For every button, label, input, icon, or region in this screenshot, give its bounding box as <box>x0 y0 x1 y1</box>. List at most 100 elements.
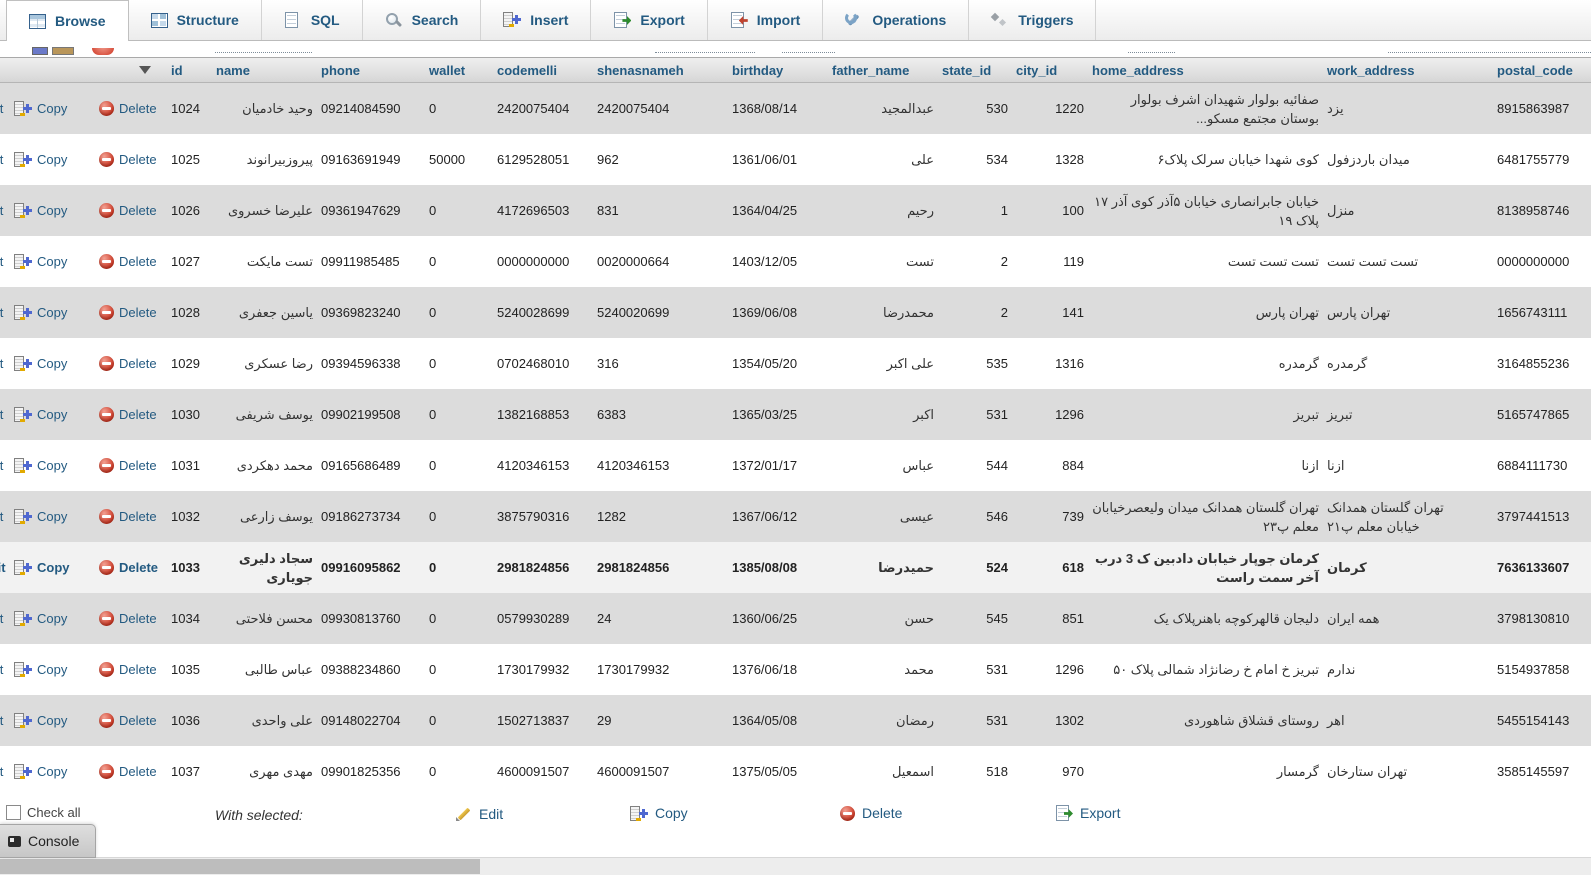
edit-link-label: Edit <box>0 356 4 371</box>
check-all-control[interactable]: Check all <box>6 805 80 820</box>
copy-link-label: Copy <box>37 254 68 269</box>
delete-row-link[interactable]: Delete <box>95 201 167 220</box>
console-button[interactable]: Console <box>0 824 96 858</box>
with-selected-edit-button[interactable]: Edit <box>455 805 503 822</box>
column-header-codemelli[interactable]: codemelli <box>497 62 557 78</box>
copy-row-link[interactable]: Copy <box>10 252 95 271</box>
delete-row-link[interactable]: Delete <box>95 99 167 118</box>
cell-postal_code: 5455154143 <box>1497 713 1570 728</box>
cell-father_name: عباس <box>902 458 934 473</box>
column-header-wallet[interactable]: wallet <box>429 62 466 78</box>
column-header-shenasnameh[interactable]: shenasnameh <box>597 62 684 78</box>
delete-row-link[interactable]: Delete <box>95 762 167 781</box>
edit-row-link-clipped[interactable]: Edit <box>0 558 10 577</box>
delete-row-link[interactable]: Delete <box>95 150 167 169</box>
copy-row-link[interactable]: Copy <box>10 354 95 373</box>
copy-row-link[interactable]: Copy <box>10 150 95 169</box>
cell-work_address: یزد <box>1327 101 1344 116</box>
tab-label: Export <box>640 12 685 28</box>
edit-row-link-clipped[interactable]: Edit <box>0 405 10 424</box>
tab-structure[interactable]: Structure <box>129 0 262 40</box>
column-header-city_id[interactable]: city_id <box>1016 62 1058 78</box>
cell-state_id: 518 <box>986 764 1008 779</box>
cell-state_id: 524 <box>986 560 1008 575</box>
cell-postal_code: 6884111730 <box>1497 458 1568 473</box>
column-header-name[interactable]: name <box>216 62 250 78</box>
column-header-work_address[interactable]: work_address <box>1327 62 1415 78</box>
horizontal-scrollbar[interactable] <box>0 857 1591 875</box>
copy-row-link[interactable]: Copy <box>10 507 95 526</box>
copy-row-link[interactable]: Copy <box>10 609 95 628</box>
edit-row-link-clipped[interactable]: Edit <box>0 99 10 118</box>
with-selected-delete-button[interactable]: Delete <box>840 805 902 821</box>
cell-birthday: 1372/01/17 <box>732 458 798 473</box>
delete-row-link[interactable]: Delete <box>95 660 167 679</box>
column-header-state_id[interactable]: state_id <box>942 62 992 78</box>
delete-row-link[interactable]: Delete <box>95 711 167 730</box>
edit-row-link-clipped[interactable]: Edit <box>0 711 10 730</box>
delete-row-link[interactable]: Delete <box>95 558 167 577</box>
column-header-id[interactable]: id <box>171 62 183 78</box>
copy-row-link[interactable]: Copy <box>10 762 95 781</box>
column-header-father_name[interactable]: father_name <box>832 62 910 78</box>
copy-row-link[interactable]: Copy <box>10 660 95 679</box>
delete-button-label: Delete <box>862 805 903 821</box>
edit-row-link-clipped[interactable]: Edit <box>0 354 10 373</box>
edit-row-link-clipped[interactable]: Edit <box>0 507 10 526</box>
cell-home_address: روستای قشلاق شاهوردی <box>1183 713 1319 728</box>
cell-father_name: رحیم <box>907 203 934 218</box>
edit-row-link-clipped[interactable]: Edit <box>0 660 10 679</box>
copy-row-link[interactable]: Copy <box>10 201 95 220</box>
delete-row-link[interactable]: Delete <box>95 456 167 475</box>
delete-row-link[interactable]: Delete <box>95 354 167 373</box>
column-header-home_address[interactable]: home_address <box>1092 62 1184 78</box>
delete-row-link[interactable]: Delete <box>95 609 167 628</box>
tab-search[interactable]: Search <box>363 0 482 40</box>
edit-row-link-clipped[interactable]: Edit <box>0 201 10 220</box>
delete-icon <box>99 764 114 779</box>
tab-browse[interactable]: Browse <box>6 0 129 41</box>
edit-row-link-clipped[interactable]: Edit <box>0 762 10 781</box>
tab-sql[interactable]: SQL <box>262 0 363 40</box>
sort-descending-icon[interactable] <box>139 66 151 74</box>
delete-row-link[interactable]: Delete <box>95 252 167 271</box>
column-header-phone[interactable]: phone <box>321 62 360 78</box>
cell-phone: 09369823240 <box>321 305 401 320</box>
copy-row-link[interactable]: Copy <box>10 405 95 424</box>
tab-import[interactable]: Import <box>708 0 824 40</box>
delete-icon <box>99 305 114 320</box>
tab-triggers[interactable]: Triggers <box>969 0 1097 40</box>
check-all-checkbox[interactable] <box>6 805 21 820</box>
tab-insert[interactable]: Insert <box>481 0 592 40</box>
column-header-postal_code[interactable]: postal_code <box>1497 62 1573 78</box>
cell-postal_code: 8138958746 <box>1497 203 1570 218</box>
copy-row-link[interactable]: Copy <box>10 558 95 577</box>
with-selected-export-button[interactable]: Export <box>1055 805 1120 821</box>
delete-link-label: Delete <box>119 152 157 167</box>
cell-city_id: 1296 <box>1055 662 1084 677</box>
delete-row-link[interactable]: Delete <box>95 507 167 526</box>
delete-icon <box>99 611 114 626</box>
edit-row-link-clipped[interactable]: Edit <box>0 609 10 628</box>
edit-row-link-clipped[interactable]: Edit <box>0 303 10 322</box>
delete-row-link[interactable]: Delete <box>95 405 167 424</box>
tab-operations[interactable]: Operations <box>823 0 970 40</box>
copy-row-link[interactable]: Copy <box>10 99 95 118</box>
copy-row-link[interactable]: Copy <box>10 711 95 730</box>
edit-row-link-clipped[interactable]: Edit <box>0 252 10 271</box>
delete-link-label: Delete <box>119 458 157 473</box>
cell-name: سجاد دلیری جویاری <box>238 550 313 585</box>
delete-link-label: Delete <box>119 305 157 320</box>
edit-row-link-clipped[interactable]: Edit <box>0 150 10 169</box>
with-selected-copy-button[interactable]: Copy <box>630 805 688 821</box>
scrollbar-thumb[interactable] <box>0 859 480 874</box>
copy-link-label: Copy <box>37 407 68 422</box>
copy-row-link[interactable]: Copy <box>10 456 95 475</box>
column-header-birthday[interactable]: birthday <box>732 62 784 78</box>
clipped-dotted-underline <box>1128 52 1175 53</box>
tab-export[interactable]: Export <box>591 0 708 40</box>
copy-row-link[interactable]: Copy <box>10 303 95 322</box>
delete-row-link[interactable]: Delete <box>95 303 167 322</box>
cell-work_address: گرمدره <box>1327 356 1368 371</box>
edit-row-link-clipped[interactable]: Edit <box>0 456 10 475</box>
